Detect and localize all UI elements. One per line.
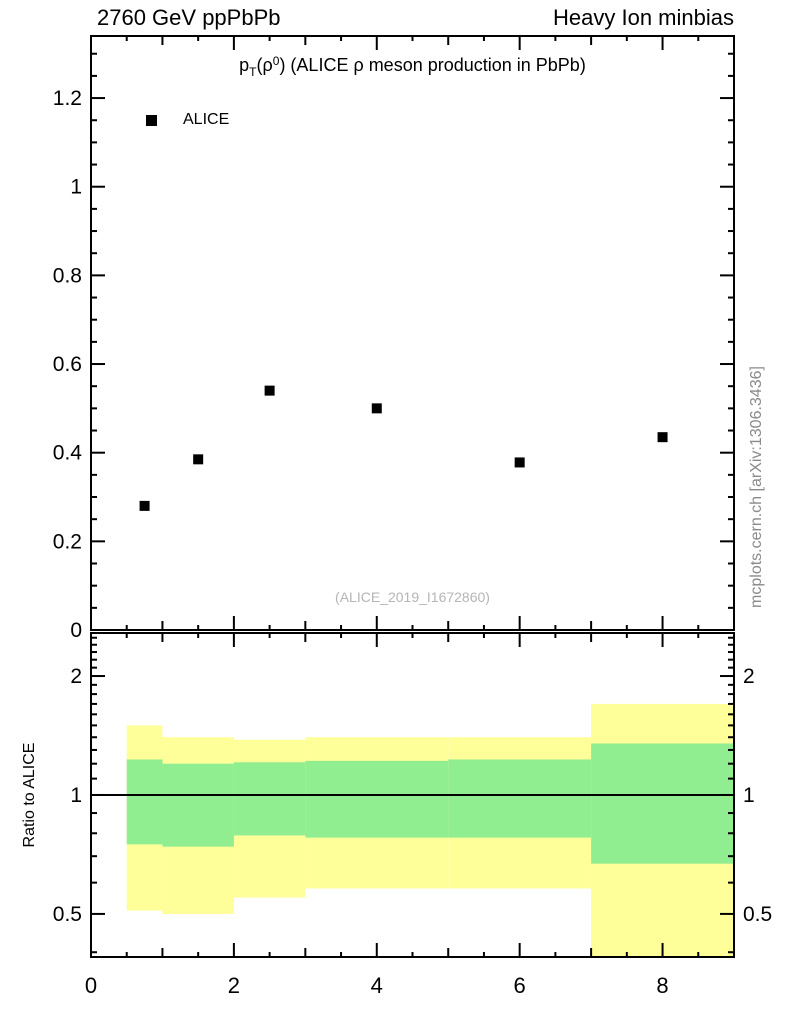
svg-text:0.4: 0.4 <box>53 442 83 465</box>
inner-uncertainty-band <box>591 743 734 864</box>
svg-text:0: 0 <box>85 973 97 998</box>
svg-text:1: 1 <box>743 784 755 807</box>
title-description: ) (ALICE ρ meson production in PbPb) <box>279 55 586 75</box>
svg-text:1.2: 1.2 <box>53 87 82 110</box>
data-point <box>139 500 150 511</box>
data-point <box>657 432 668 443</box>
inner-uncertainty-band <box>126 759 163 845</box>
svg-text:2: 2 <box>743 665 755 688</box>
legend: ALICE <box>146 111 229 129</box>
square-marker-icon <box>146 114 157 126</box>
ratio-panel-frame <box>90 632 735 958</box>
title-observable: p <box>239 55 250 75</box>
main-panel-frame <box>90 35 735 631</box>
svg-text:4: 4 <box>371 973 383 998</box>
svg-text:1: 1 <box>70 784 82 807</box>
svg-text:0.6: 0.6 <box>53 353 82 376</box>
data-point <box>514 457 525 468</box>
data-point <box>264 385 275 396</box>
inner-uncertainty-band <box>305 760 449 838</box>
mcplots-reference-note: mcplots.cern.ch [arXiv:1306.3436] <box>748 366 765 608</box>
svg-text:0.8: 0.8 <box>53 264 82 287</box>
svg-text:8: 8 <box>656 973 668 998</box>
title-superscript: 0 <box>272 54 280 68</box>
data-point <box>193 454 204 465</box>
svg-text:0: 0 <box>70 619 82 642</box>
header-analysis-info: Heavy Ion minbias <box>553 5 734 30</box>
header-beam-info: 2760 GeV ppPbPb <box>97 5 281 30</box>
title-subscript: T <box>249 65 257 79</box>
legend-label: ALICE <box>183 111 230 128</box>
svg-text:0.2: 0.2 <box>53 530 82 553</box>
inner-uncertainty-band <box>448 759 592 838</box>
title-particle: (ρ <box>256 55 273 75</box>
svg-text:6: 6 <box>514 973 526 998</box>
ratio-axis-label: Ratio to ALICE <box>21 742 38 848</box>
inner-uncertainty-band <box>162 763 234 847</box>
svg-text:1: 1 <box>70 176 82 199</box>
inner-uncertainty-band <box>233 762 306 836</box>
analysis-id-watermark: (ALICE_2019_I1672860) <box>335 589 490 605</box>
svg-text:0.5: 0.5 <box>53 903 82 926</box>
svg-text:0.5: 0.5 <box>743 903 772 926</box>
svg-text:2: 2 <box>228 973 240 998</box>
plot-title: pT(ρ0) (ALICE ρ meson production in PbPb… <box>91 54 734 79</box>
svg-text:2: 2 <box>70 665 82 688</box>
data-point <box>371 403 382 414</box>
